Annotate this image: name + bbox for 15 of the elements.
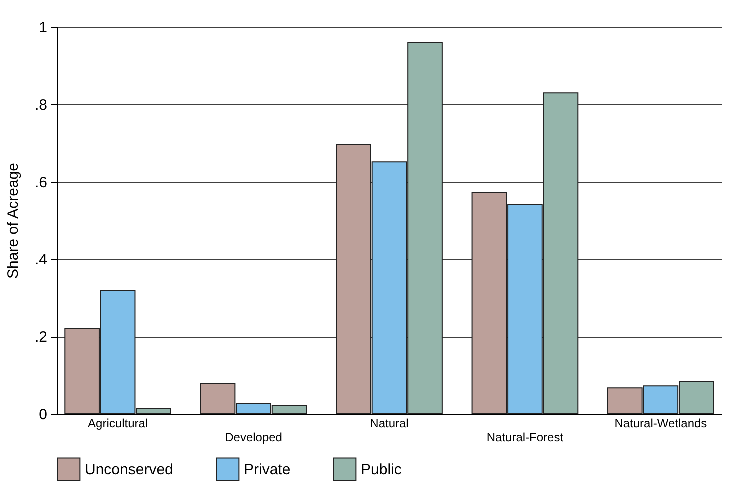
- x-tick-label: Natural-Wetlands: [614, 416, 708, 430]
- y-tick-label: .6: [34, 174, 48, 192]
- y-axis-title: Share of Acreage: [4, 163, 22, 279]
- x-tick-label: Natural: [370, 416, 409, 430]
- x-tick-label: Natural-Forest: [486, 430, 564, 444]
- y-tick-label: .4: [34, 252, 48, 269]
- y-tick-label: .8: [34, 96, 48, 114]
- legend-label: Unconserved: [85, 461, 174, 478]
- legend-label: Public: [361, 461, 402, 478]
- x-tick-label: Agricultural: [88, 416, 148, 430]
- y-tick-label: 0: [39, 406, 48, 424]
- x-tick-label: Developed: [225, 430, 282, 444]
- legend-label: Private: [244, 461, 291, 478]
- y-tick-label: .2: [34, 329, 48, 346]
- y-tick-label: 1: [39, 20, 48, 36]
